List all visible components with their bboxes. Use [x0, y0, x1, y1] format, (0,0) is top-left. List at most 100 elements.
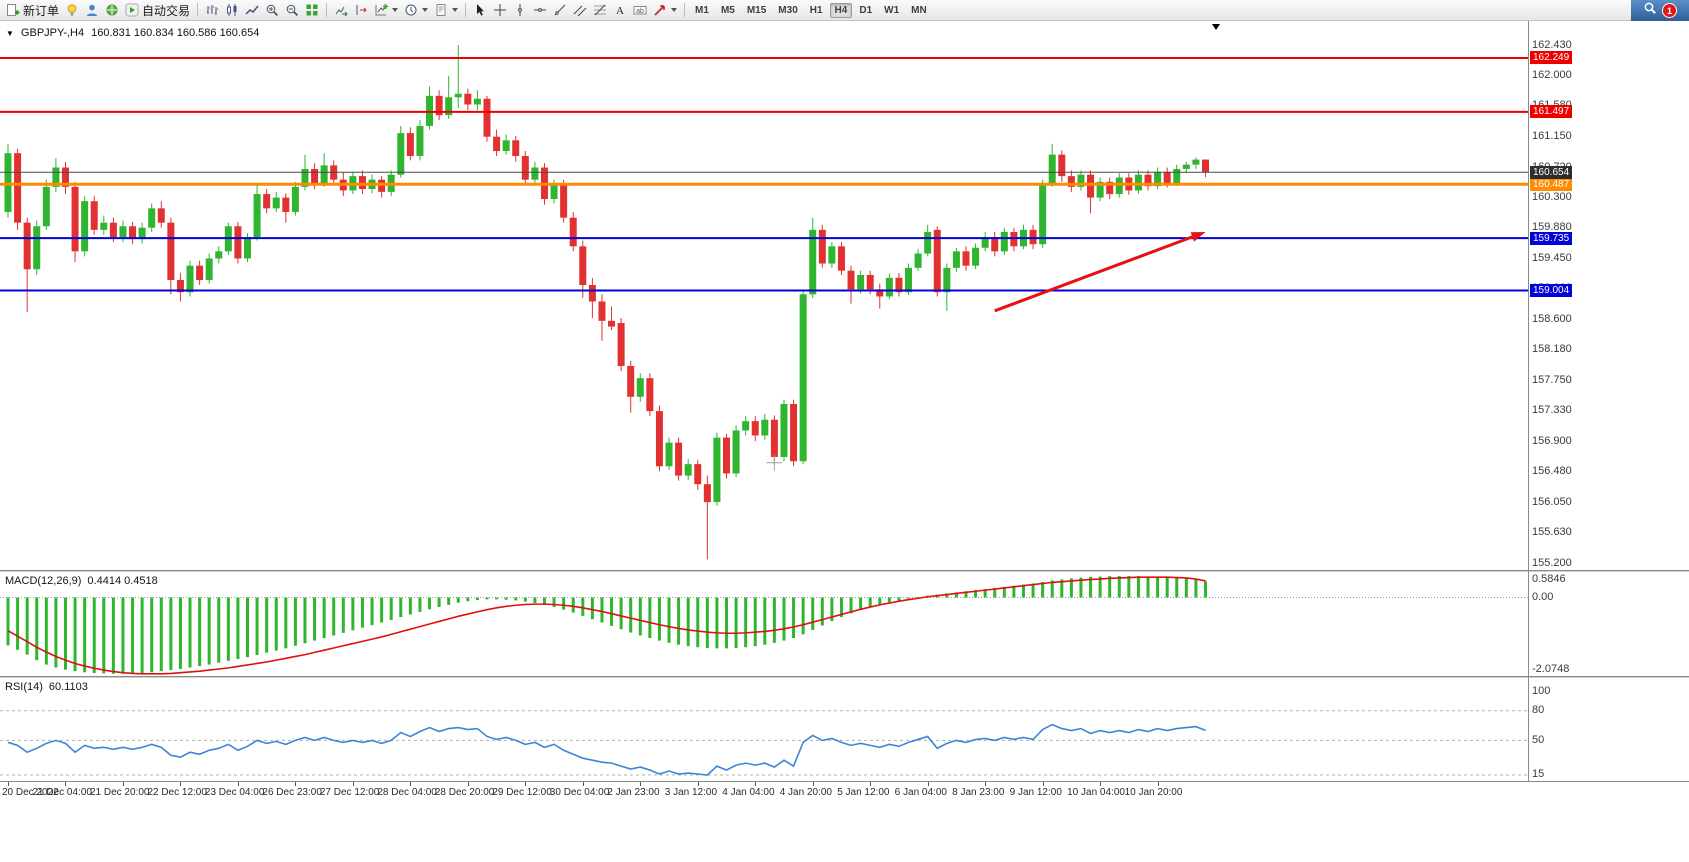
chart-line-icon[interactable] [242, 1, 262, 19]
chevron-down-icon [392, 8, 399, 12]
macd-pane[interactable] [0, 573, 1528, 676]
channel-icon[interactable] [570, 1, 590, 19]
time-label: 26 Dec 23:00 [262, 787, 322, 798]
rsi-line [7, 723, 1206, 776]
timeframe-d1[interactable]: D1 [859, 4, 873, 16]
indicators-icon[interactable] [371, 1, 401, 19]
chart-line-icon [245, 3, 259, 17]
time-tick [985, 782, 987, 786]
search-area[interactable]: 1 [1631, 0, 1689, 21]
timeframe-m1[interactable]: M1 [695, 4, 709, 16]
horizontal-line-icon[interactable] [530, 1, 550, 19]
time-axis[interactable]: 20 Dec 2022 21 Dec 04:00 21 Dec 20:00 22 De… [0, 782, 1689, 802]
symbol-period-label: GBPJPY-,H4 [20, 27, 85, 39]
toolbar-separator [197, 3, 199, 17]
price-level-tag: 159.004 [1530, 283, 1573, 297]
chart-bars-icon[interactable] [202, 1, 222, 19]
rsi-tick-label: 50 [1532, 733, 1545, 746]
profile-icon[interactable] [82, 1, 102, 19]
chart-shift-icon[interactable] [351, 1, 371, 19]
time-label: 30 Dec 04:00 [549, 787, 610, 798]
periods-icon[interactable] [401, 1, 431, 19]
text-icon[interactable]: A [610, 1, 630, 19]
price-level-tag: 160.487 [1530, 177, 1573, 191]
macd-label: MACD(12,26,9) 0.4414 0.4518 [5, 575, 158, 587]
news-icon[interactable] [102, 1, 122, 19]
text-label-icon: ab [633, 3, 647, 17]
notification-badge[interactable]: 1 [1662, 3, 1677, 18]
price-tick-label: 158.180 [1532, 342, 1572, 355]
pane-separator[interactable] [0, 570, 1689, 573]
rsi-name: RSI(14) [5, 681, 43, 693]
timeframe-h1[interactable]: H1 [809, 4, 823, 16]
trendline-icon[interactable] [550, 1, 570, 19]
templates-icon[interactable] [431, 1, 461, 19]
new-order-button[interactable]: 新订单 [3, 1, 62, 19]
price-tick-label: 156.050 [1532, 495, 1572, 508]
crosshair-icon[interactable] [490, 1, 510, 19]
price-tick-label: 155.200 [1532, 556, 1572, 569]
vertical-line-icon [513, 3, 527, 17]
time-tick [8, 782, 9, 786]
rsi-value: 60.1103 [48, 681, 88, 693]
search-icon[interactable] [1643, 1, 1657, 20]
horizontal-line-icon [533, 3, 547, 17]
main-chart-pane[interactable] [0, 22, 1528, 571]
price-tick-label: 159.450 [1532, 252, 1572, 264]
vertical-line-icon[interactable] [510, 1, 530, 19]
time-tick [410, 782, 412, 786]
trend-arrow[interactable] [994, 231, 1206, 313]
time-tick [697, 782, 699, 786]
time-label: 23 Dec 04:00 [204, 787, 265, 798]
price-tick-label: 156.480 [1532, 464, 1572, 477]
rsi-pane[interactable] [0, 679, 1528, 781]
timeframe-w1[interactable]: W1 [884, 4, 900, 16]
timeframe-m5[interactable]: M5 [720, 4, 735, 16]
fibonacci-icon[interactable] [590, 1, 610, 19]
time-tick [927, 782, 929, 786]
indicators-icon [374, 3, 389, 17]
price-level-tag: 161.497 [1530, 105, 1573, 119]
auto-scroll-icon[interactable] [331, 1, 351, 19]
channel-icon [573, 3, 587, 17]
timeframe-mn[interactable]: MN [911, 4, 927, 16]
price-tick-label: 155.630 [1532, 525, 1572, 538]
time-label: 29 Dec 12:00 [492, 787, 552, 798]
chart-candles-icon[interactable] [222, 1, 242, 19]
time-label: 4 Jan 20:00 [779, 787, 832, 798]
tile-windows-icon[interactable] [302, 1, 322, 19]
arrows-icon[interactable] [650, 1, 680, 19]
time-tick [755, 782, 757, 786]
zoom-out-icon[interactable] [282, 1, 302, 19]
text-icon: A [613, 3, 627, 17]
fibonacci-icon [593, 3, 607, 17]
timeframe-h4[interactable]: H4 [829, 2, 853, 18]
time-tick [1100, 782, 1102, 786]
alerts-icon[interactable] [62, 1, 82, 19]
toolbar-separator [465, 3, 467, 17]
time-label: 27 Dec 12:00 [319, 787, 380, 798]
autotrade-button[interactable]: 自动交易 [122, 1, 193, 19]
timeframe-m30[interactable]: M30 [778, 4, 798, 16]
macd-axis[interactable]: 0.5846 0.00 -2.0748 [1529, 573, 1689, 676]
pane-separator[interactable] [0, 676, 1689, 679]
time-label: 4 Jan 04:00 [722, 787, 775, 798]
zoom-in-icon[interactable] [262, 1, 282, 19]
new-order-button [6, 3, 20, 17]
cursor-icon [473, 3, 487, 17]
cursor-icon[interactable] [470, 1, 490, 19]
rsi-axis[interactable]: 100 80 50 15 [1529, 679, 1689, 781]
time-tick [1042, 782, 1044, 786]
crosshair-icon [493, 3, 507, 17]
symbol-dropdown-icon[interactable]: ▼ [6, 28, 14, 38]
price-tick-label: 157.750 [1532, 373, 1572, 386]
macd-name: MACD(12,26,9) [5, 575, 82, 587]
time-tick [352, 782, 354, 786]
text-label-icon[interactable]: ab [630, 1, 650, 19]
price-axis[interactable]: 162.430162.000161.580161.150160.720160.3… [1529, 22, 1689, 571]
chevron-down-icon [671, 8, 678, 12]
timeframe-m15[interactable]: M15 [746, 4, 767, 16]
time-tick [295, 782, 297, 786]
macd-values: 0.4414 0.4518 [87, 575, 158, 587]
